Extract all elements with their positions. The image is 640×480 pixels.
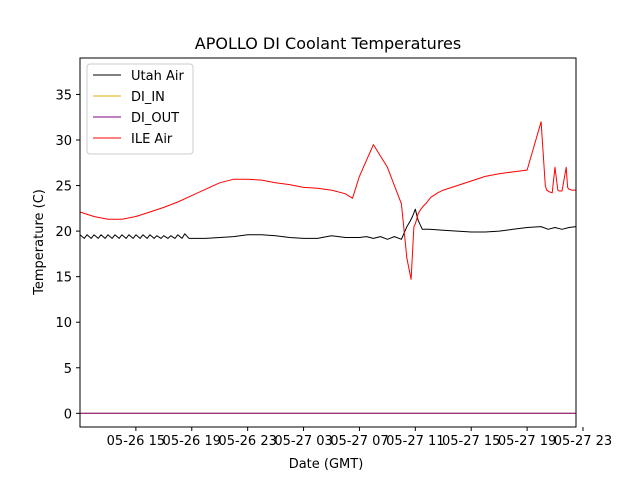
y-axis-ticks: 0 5 10 15 20 25 30 35 bbox=[55, 88, 80, 422]
y-tick-label: 25 bbox=[55, 180, 72, 195]
y-tick-label: 35 bbox=[55, 88, 72, 103]
legend-box bbox=[86, 63, 194, 155]
series-layer bbox=[79, 121, 577, 414]
y-tick-label: 20 bbox=[55, 225, 72, 240]
x-tick-label: 05-27 23 bbox=[554, 434, 612, 449]
x-axis-label: Date (GMT) bbox=[289, 457, 364, 472]
legend-label: ILE Air bbox=[131, 132, 173, 147]
legend-label: DI_OUT bbox=[131, 111, 179, 126]
x-tick-label: 05-26 15 bbox=[107, 434, 165, 449]
y-axis-label: Temperature (C) bbox=[32, 189, 47, 296]
y-tick-label: 5 bbox=[64, 362, 72, 377]
x-tick-label: 05-26 23 bbox=[218, 434, 276, 449]
x-tick-label: 05-27 11 bbox=[386, 434, 444, 449]
y-tick-label: 15 bbox=[55, 271, 72, 286]
legend: Utah Air DI_IN DI_OUT ILE Air bbox=[86, 63, 194, 155]
y-tick-label: 30 bbox=[55, 134, 72, 149]
legend-label: Utah Air bbox=[131, 69, 184, 84]
series-line-ile-air bbox=[79, 121, 576, 280]
x-tick-label: 05-27 07 bbox=[330, 434, 388, 449]
x-tick-label: 05-27 15 bbox=[442, 434, 500, 449]
legend-label: DI_IN bbox=[131, 90, 165, 105]
y-tick-label: 0 bbox=[64, 407, 72, 422]
chart-title: APOLLO DI Coolant Temperatures bbox=[195, 34, 461, 53]
plot-frame bbox=[79, 57, 577, 428]
x-tick-label: 05-26 19 bbox=[163, 434, 221, 449]
y-tick-label: 10 bbox=[55, 316, 72, 331]
x-tick-label: 05-27 03 bbox=[274, 434, 332, 449]
x-tick-label: 05-27 19 bbox=[498, 434, 556, 449]
series-line-utah-air bbox=[79, 208, 577, 240]
